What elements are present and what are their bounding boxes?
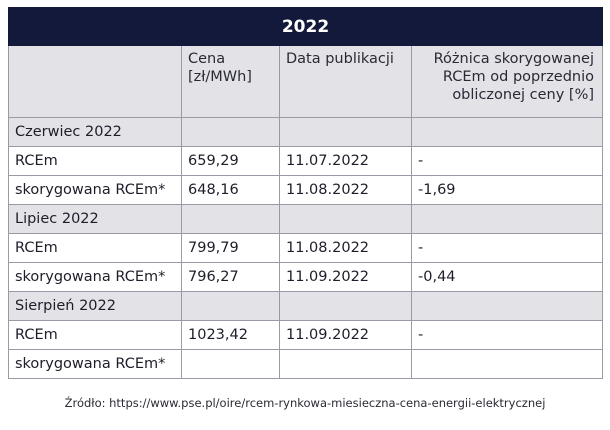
difference-cell [410, 117, 604, 147]
date-cell: 11.08.2022 [279, 175, 412, 205]
difference-cell: - [410, 233, 604, 263]
row-label: Czerwiec 2022 [8, 117, 182, 147]
date-cell: 11.09.2022 [279, 320, 412, 350]
table-row: RCEm 659,29 11.07.2022 - [8, 146, 604, 176]
row-label: Lipiec 2022 [8, 204, 182, 234]
table-row: skorygowana RCEm* 796,27 11.09.2022 -0,4… [8, 262, 604, 292]
row-label: RCEm [8, 146, 182, 176]
date-cell: 11.08.2022 [279, 233, 412, 263]
difference-cell: - [410, 146, 604, 176]
price-table-container: 2022 Cena [zł/MWh] Data publikacji Różni… [7, 7, 604, 379]
header-price: Cena [zł/MWh] [181, 45, 280, 118]
row-label: skorygowana RCEm* [8, 262, 182, 292]
table-title: 2022 [7, 7, 604, 46]
difference-cell [410, 204, 604, 234]
table-row: RCEm 1023,42 11.09.2022 - [8, 320, 604, 350]
price-cell [181, 204, 280, 234]
price-cell: 648,16 [181, 175, 280, 205]
table-row: skorygowana RCEm* 648,16 11.08.2022 -1,6… [8, 175, 604, 205]
table-title-row: 2022 [7, 7, 604, 46]
difference-cell: - [410, 320, 604, 350]
date-cell: 11.09.2022 [279, 262, 412, 292]
table-row-group: Czerwiec 2022 [8, 117, 604, 147]
difference-cell: -1,69 [410, 175, 604, 205]
table-row-group: Sierpień 2022 [8, 291, 604, 321]
table-header-row: Cena [zł/MWh] Data publikacji Różnica sk… [8, 45, 604, 118]
row-label: skorygowana RCEm* [8, 349, 182, 379]
row-label: skorygowana RCEm* [8, 175, 182, 205]
date-cell [279, 291, 412, 321]
table-row: skorygowana RCEm* [8, 349, 604, 379]
header-publication-date: Data publikacji [279, 45, 412, 118]
date-cell: 11.07.2022 [279, 146, 412, 176]
price-cell: 796,27 [181, 262, 280, 292]
price-cell: 1023,42 [181, 320, 280, 350]
row-label: RCEm [8, 320, 182, 350]
price-cell [181, 349, 280, 379]
header-difference: Różnica skorygowanej RCEm od poprzednio … [410, 45, 604, 118]
date-cell [279, 117, 412, 147]
difference-cell [410, 349, 604, 379]
source-note: Źródło: https://www.pse.pl/oire/rcem-ryn… [64, 396, 546, 410]
price-cell [181, 117, 280, 147]
row-label: RCEm [8, 233, 182, 263]
difference-cell: -0,44 [410, 262, 604, 292]
rcem-price-table: 2022 Cena [zł/MWh] Data publikacji Różni… [7, 7, 604, 379]
table-row-group: Lipiec 2022 [8, 204, 604, 234]
price-cell: 799,79 [181, 233, 280, 263]
date-cell [279, 349, 412, 379]
date-cell [279, 204, 412, 234]
difference-cell [410, 291, 604, 321]
header-label [8, 45, 182, 118]
price-cell: 659,29 [181, 146, 280, 176]
row-label: Sierpień 2022 [8, 291, 182, 321]
table-row: RCEm 799,79 11.08.2022 - [8, 233, 604, 263]
price-cell [181, 291, 280, 321]
